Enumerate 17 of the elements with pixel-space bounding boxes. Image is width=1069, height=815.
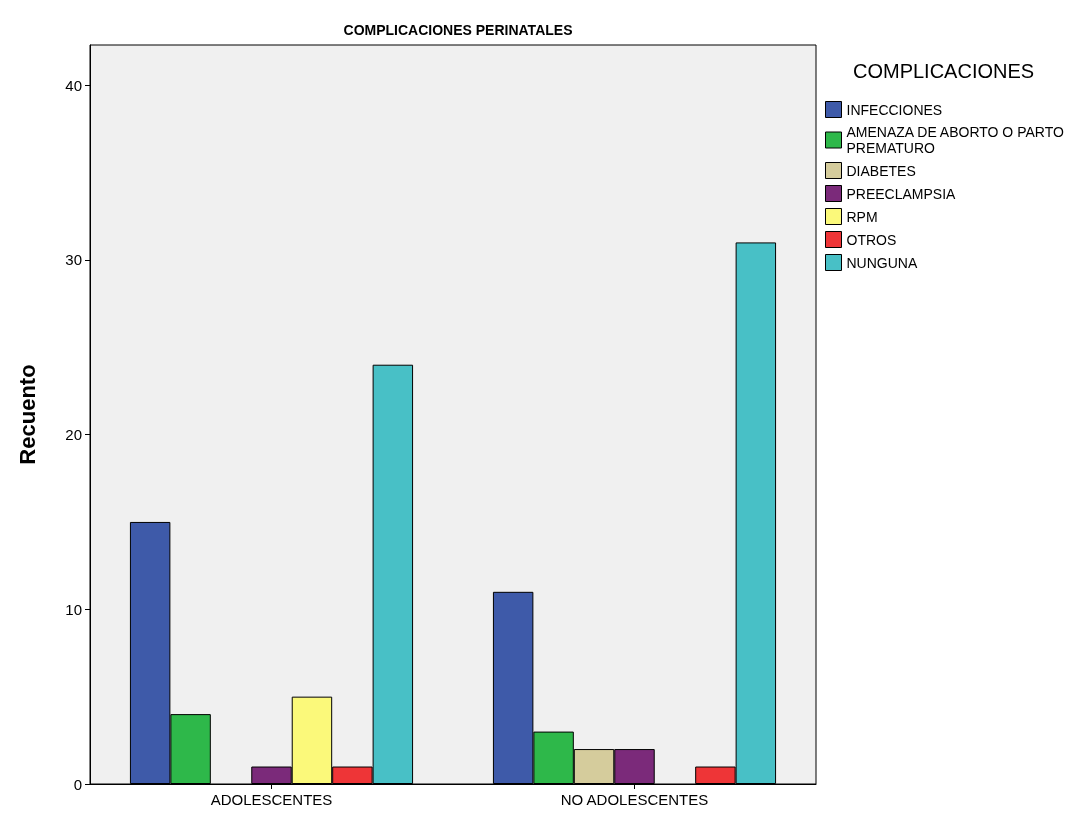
y-tick-label: 40 [65, 76, 82, 94]
legend-label: NUNGUNA [846, 254, 918, 271]
legend-label: RPM [846, 208, 878, 225]
legend-label: DIABETES [846, 162, 916, 179]
legend-title: COMPLICACIONES [853, 60, 1035, 82]
chart-title: COMPLICACIONES PERINATALES [343, 22, 573, 38]
y-tick-label: 20 [65, 426, 82, 444]
legend-label: AMENAZA DE ABORTO O PARTO PREMATURO [846, 124, 1068, 156]
legend-label: INFECCIONES [846, 101, 943, 118]
y-tick-label: 0 [73, 775, 82, 793]
legend-label: PREECLAMPSIA [846, 185, 957, 202]
y-tick-label: 30 [65, 251, 82, 269]
x-tick-label: ADOLESCENTES [210, 791, 333, 808]
y-tick-label: 10 [65, 600, 82, 618]
legend-label: OTROS [846, 231, 897, 248]
y-axis-title: Recuento [14, 364, 40, 465]
x-tick-label: NO ADOLESCENTES [560, 791, 709, 808]
